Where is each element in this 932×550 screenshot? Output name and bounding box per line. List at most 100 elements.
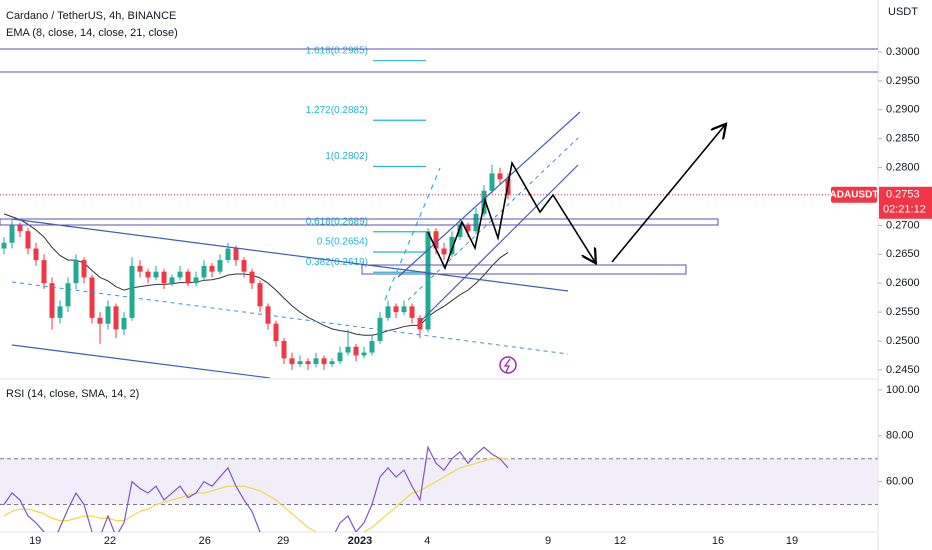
drawings (0, 48, 878, 378)
candle-body (249, 271, 255, 284)
candle-body (1, 242, 7, 249)
candle-body (465, 225, 471, 232)
candle-body (145, 271, 151, 278)
candle-body (121, 317, 127, 330)
candle-body (41, 260, 47, 284)
time-tick-label: 19 (786, 535, 798, 547)
candle-body (273, 323, 279, 342)
rsi-tick-label: 100.00 (886, 384, 920, 396)
symbol-badge (831, 186, 877, 203)
candle-body (369, 341, 375, 353)
candle-body (353, 346, 359, 356)
rsi-line (3, 445, 509, 532)
candle-body (457, 225, 463, 237)
candle-body (225, 248, 231, 261)
candle-body (193, 277, 199, 284)
candle-body (313, 358, 319, 365)
candle-body (345, 346, 351, 353)
price-tick-label: 0.2650 (886, 248, 920, 260)
zone-box (361, 264, 687, 275)
rsi-pane (0, 445, 878, 532)
candle-body (393, 306, 399, 313)
candle-body (185, 271, 191, 284)
time-tick-label: 29 (277, 535, 289, 547)
fib-label: 0.382(0.2619) (306, 257, 368, 268)
ema-line (3, 213, 509, 336)
candle-body (401, 306, 407, 313)
rsi-tick-label: 80.00 (886, 430, 914, 442)
candle-body (137, 265, 143, 272)
candle-body (209, 265, 215, 272)
fib-trend (384, 167, 441, 301)
time-tick-label: 22 (104, 535, 116, 547)
event-icon-bolt (503, 358, 511, 373)
candle-body (81, 260, 87, 278)
candle-body (105, 306, 111, 324)
candle-body (289, 358, 295, 365)
candle-body (433, 231, 439, 249)
candle-body (49, 283, 55, 318)
candle-body (153, 271, 159, 278)
last-price-label: 0.2753 (886, 189, 920, 201)
chart-title: Cardano / TetherUS, 4h, BINANCE (6, 10, 176, 22)
candle-body (281, 341, 287, 359)
symbol-label: ADAUSDT (830, 189, 879, 200)
candle-body (33, 248, 39, 261)
channel-line (419, 164, 579, 323)
price-tick-label: 0.2450 (886, 364, 920, 376)
time-tick-label: 16 (712, 535, 724, 547)
price-tick-label: 0.2850 (886, 133, 920, 145)
price-tick-label: 0.2500 (886, 335, 920, 347)
candle-body (241, 260, 247, 272)
price-tick-label: 0.2900 (886, 104, 920, 116)
time-tick-label: 19 (29, 535, 41, 547)
fib-label: 0.5(0.2654) (317, 237, 368, 248)
candle-body (329, 361, 335, 365)
candle-body (497, 173, 503, 180)
candle-body (337, 352, 343, 362)
price-tick-label: 0.2600 (886, 277, 920, 289)
candle-body (65, 283, 71, 307)
price-tick-label: 0.2550 (886, 306, 920, 318)
candle-body (297, 361, 303, 365)
price-pane: 1.618(0.2985) 1.272(0.2882) 1(0.2802) 0.618… (0, 45, 878, 370)
projection-arrow (611, 125, 725, 263)
time-tick-label: 26 (199, 535, 211, 547)
rsi-tick-label: 60.00 (886, 476, 914, 488)
indicator-label: EMA (8, close, 14, close, 21, close) (6, 27, 178, 39)
event-icon[interactable] (499, 356, 517, 374)
currency-label: USDT (888, 6, 918, 18)
candle-body (17, 225, 23, 232)
price-tick-label: 0.3000 (886, 46, 920, 58)
candle-body (489, 173, 495, 191)
rsi-ma-line (3, 458, 508, 532)
candle-body (473, 213, 479, 232)
price-tick-label: 0.2700 (886, 219, 920, 231)
fib-label: 1.618(0.2985) (306, 45, 368, 56)
channel-line (11, 344, 271, 378)
fib-label: 1.272(0.2882) (306, 105, 368, 116)
last-price-badge (879, 186, 932, 219)
rsi-title: RSI (14, close, SMA, 14, 2) (6, 388, 139, 400)
candle-body (217, 260, 223, 272)
candle-body (321, 358, 327, 365)
channel-mid (11, 281, 569, 355)
channel-mid (407, 137, 579, 301)
candle-body (361, 352, 367, 356)
axes: 0.30000.29500.29000.28500.28000.27500.27… (29, 46, 932, 547)
candle-body (425, 231, 431, 330)
countdown-label: 02:21:12 (883, 204, 926, 216)
candle-body (257, 283, 263, 307)
candle-body (305, 361, 311, 365)
fib-label: 0.618(0.2689) (306, 216, 368, 227)
candle-body (233, 248, 239, 261)
candle-body (441, 248, 447, 255)
candle-body (201, 265, 207, 278)
candle-body (161, 271, 167, 284)
time-tick-label: 9 (545, 535, 551, 547)
candle-body (177, 271, 183, 278)
candle-body (409, 306, 415, 318)
candle-body (385, 306, 391, 318)
channel-line (397, 111, 581, 278)
